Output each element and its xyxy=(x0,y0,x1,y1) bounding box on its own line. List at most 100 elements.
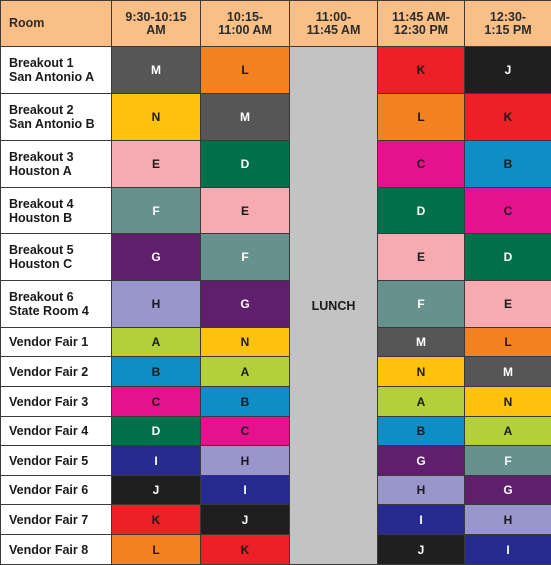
session-cell: K xyxy=(464,93,551,141)
session-cell: I xyxy=(200,475,290,505)
session-cell: F xyxy=(464,445,551,476)
room-name-line: Houston B xyxy=(9,210,73,225)
room-name-line: Breakout 6 xyxy=(9,290,74,304)
session-cell: J xyxy=(111,475,201,505)
room-name-line: Vendor Fair 5 xyxy=(9,453,89,468)
room-name-cell: Vendor Fair 1 xyxy=(0,327,112,357)
slot-line: 9:30-10:15 xyxy=(125,9,187,24)
room-name-cell: Breakout 6 State Room 4 xyxy=(0,280,112,328)
header-row: Room 9:30-10:15 AM 10:15- 11:00 AM 11:00- 1… xyxy=(0,0,551,47)
session-cell: B xyxy=(377,416,465,446)
session-cell: B xyxy=(200,386,290,417)
session-cell: A xyxy=(111,327,201,357)
room-name-line: Breakout 1 xyxy=(9,56,74,70)
lunch-cell: LUNCH xyxy=(289,46,378,565)
session-cell: N xyxy=(464,386,551,417)
session-cell: E xyxy=(111,140,201,188)
room-name-cell: Vendor Fair 2 xyxy=(0,356,112,387)
room-name-line: Houston C xyxy=(9,257,73,271)
session-cell: D xyxy=(200,140,290,188)
time-slot-header-2: 10:15- 11:00 AM xyxy=(200,0,290,47)
session-cell: B xyxy=(464,140,551,188)
session-cell: F xyxy=(377,280,465,328)
session-cell: E xyxy=(377,233,465,281)
session-cell: D xyxy=(377,187,465,234)
room-name-cell: Breakout 4 Houston B xyxy=(0,187,112,234)
session-cell: D xyxy=(111,416,201,446)
room-name-line: Vendor Fair 8 xyxy=(9,542,89,557)
room-name-line: Breakout 4 xyxy=(9,196,74,211)
room-name-cell: Breakout 3 Houston A xyxy=(0,140,112,188)
session-cell: H xyxy=(464,504,551,535)
session-cell: K xyxy=(377,46,465,94)
room-name-line: Breakout 5 xyxy=(9,243,74,257)
slot-line: 11:45 AM- xyxy=(392,9,450,24)
time-slot-header-4: 11:45 AM- 12:30 PM xyxy=(377,0,465,47)
room-name-line: San Antonio A xyxy=(9,70,95,84)
room-name-line: Vendor Fair 2 xyxy=(9,364,89,379)
session-cell: N xyxy=(377,356,465,387)
room-name-line: Vendor Fair 1 xyxy=(9,335,89,349)
slot-line: 10:15- xyxy=(226,9,264,24)
session-cell: G xyxy=(200,280,290,328)
session-cell: M xyxy=(111,46,201,94)
session-cell: L xyxy=(377,93,465,141)
session-cell: G xyxy=(377,445,465,476)
session-cell: F xyxy=(111,187,201,234)
table-row: Breakout 1 San Antonio A M L LUNCH K J xyxy=(0,46,551,565)
session-cell: H xyxy=(200,445,290,476)
room-column-header: Room xyxy=(0,0,112,47)
room-name-line: Houston A xyxy=(9,164,72,178)
session-cell: N xyxy=(200,327,290,357)
session-cell: K xyxy=(111,504,201,535)
room-name-line: San Antonio B xyxy=(9,117,95,131)
session-cell: C xyxy=(377,140,465,188)
slot-line: 11:45 AM xyxy=(306,22,361,37)
room-name-line: Vendor Fair 6 xyxy=(9,483,89,497)
session-cell: A xyxy=(200,356,290,387)
session-cell: I xyxy=(464,534,551,565)
schedule-body: Breakout 1 San Antonio A M L LUNCH K J Breakout… xyxy=(0,46,551,565)
session-cell: A xyxy=(377,386,465,417)
room-name-cell: Breakout 2 San Antonio B xyxy=(0,93,112,141)
session-cell: A xyxy=(464,416,551,446)
session-cell: L xyxy=(464,327,551,357)
session-cell: C xyxy=(200,416,290,446)
session-cell: L xyxy=(200,46,290,94)
room-name-line: Vendor Fair 4 xyxy=(9,424,89,438)
room-name-cell: Vendor Fair 6 xyxy=(0,475,112,505)
session-cell: G xyxy=(111,233,201,281)
room-name-line: Vendor Fair 7 xyxy=(9,512,89,527)
room-name-cell: Vendor Fair 4 xyxy=(0,416,112,446)
slot-line: AM xyxy=(146,22,166,37)
session-cell: E xyxy=(464,280,551,328)
slot-line: 11:00 AM xyxy=(218,22,272,37)
session-cell: K xyxy=(200,534,290,565)
room-name-line: Breakout 2 xyxy=(9,103,74,117)
session-cell: J xyxy=(377,534,465,565)
session-cell: J xyxy=(464,46,551,94)
time-slot-header-5: 12:30- 1:15 PM xyxy=(464,0,551,47)
room-name-cell: Vendor Fair 3 xyxy=(0,386,112,417)
slot-line: 1:15 PM xyxy=(484,22,532,37)
session-cell: G xyxy=(464,475,551,505)
session-cell: F xyxy=(200,233,290,281)
session-cell: J xyxy=(200,504,290,535)
room-name-cell: Vendor Fair 5 xyxy=(0,445,112,476)
session-cell: I xyxy=(111,445,201,476)
session-cell: L xyxy=(111,534,201,565)
slot-line: 11:00- xyxy=(315,9,352,24)
